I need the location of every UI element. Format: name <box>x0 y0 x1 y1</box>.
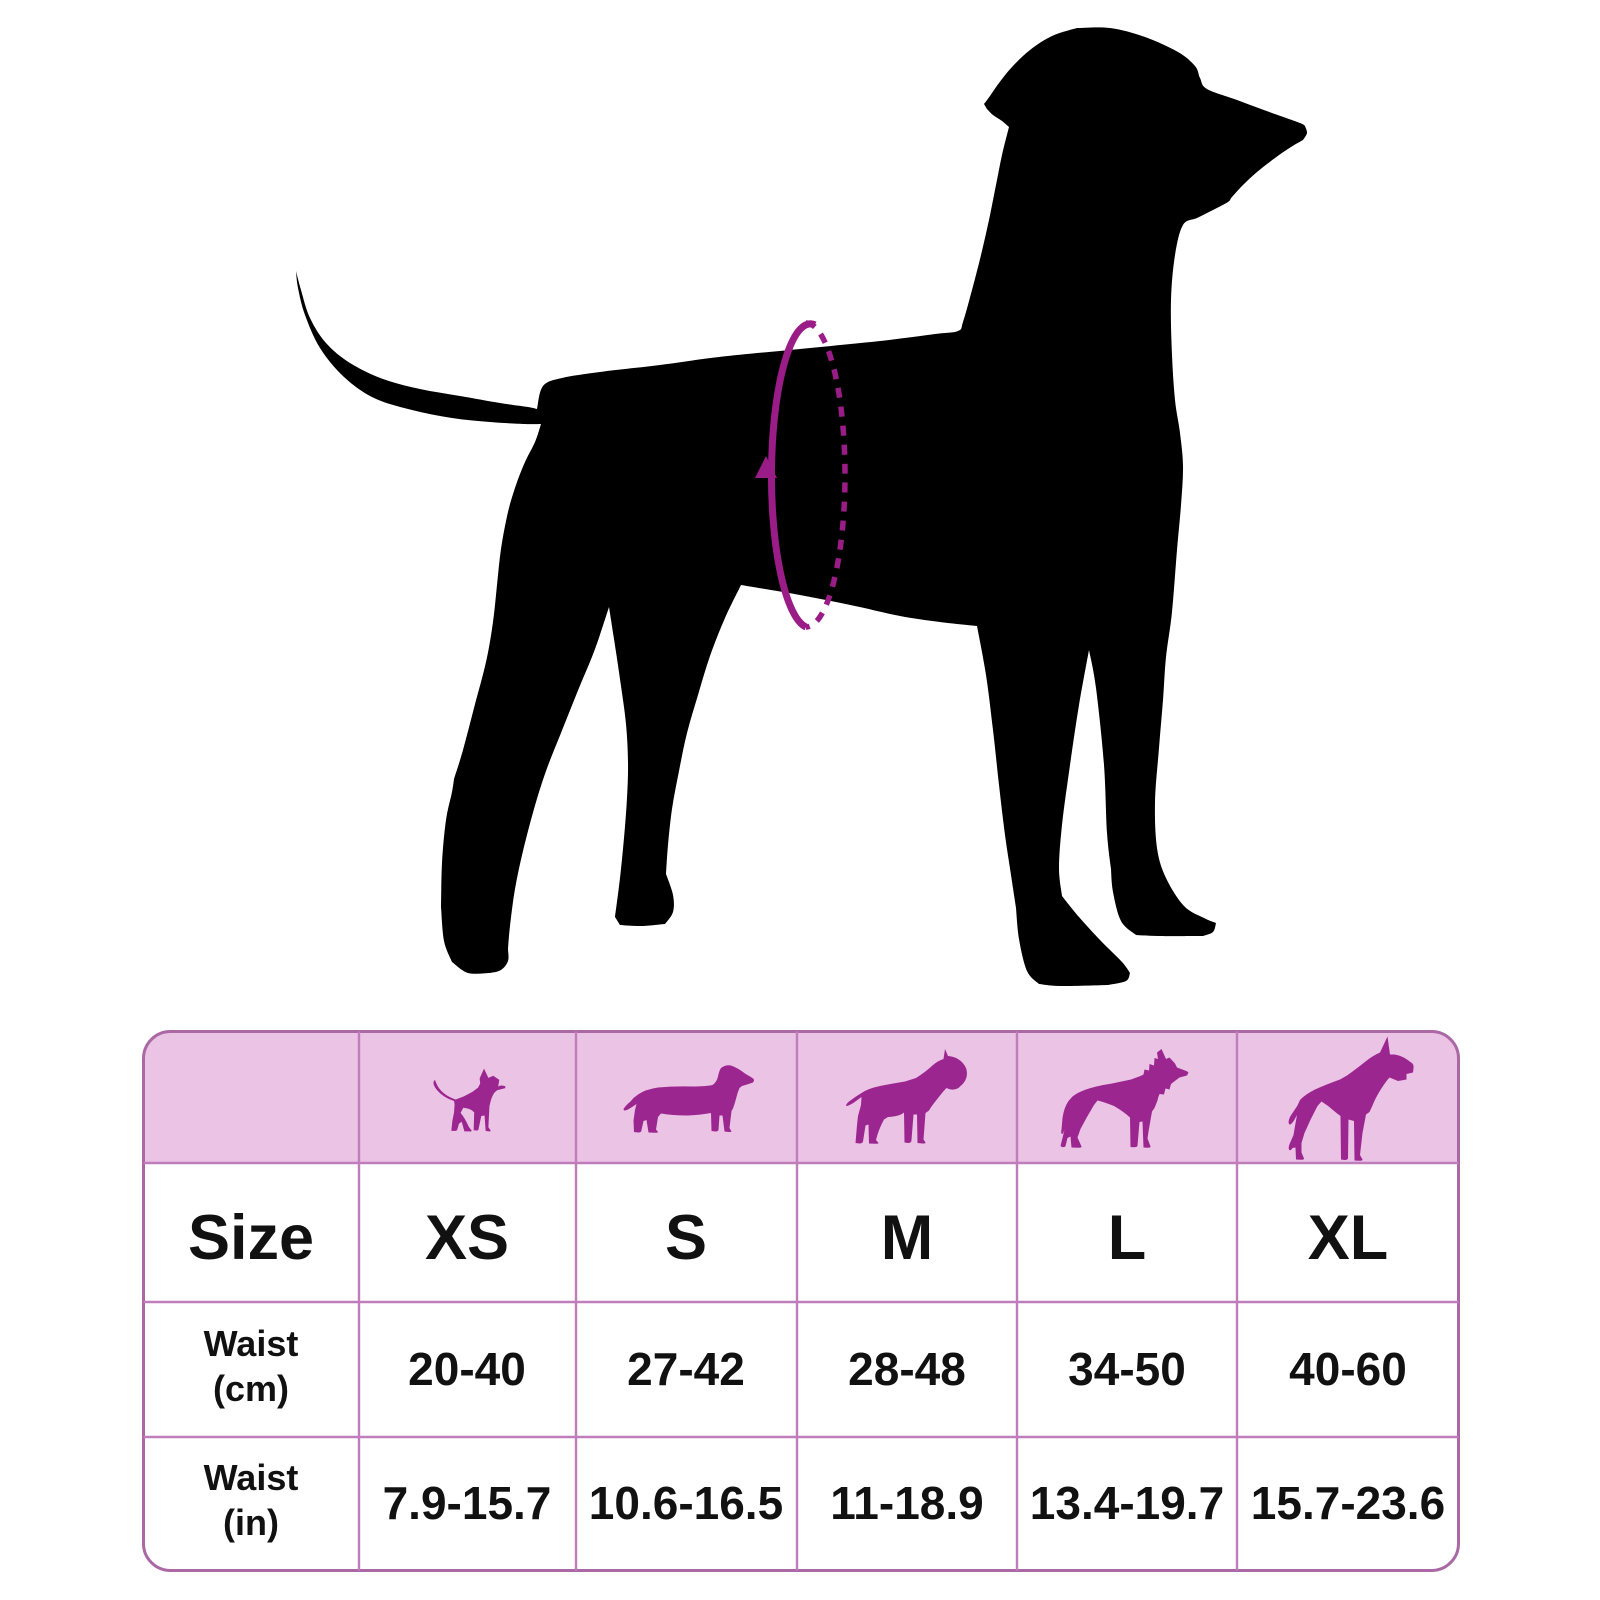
svg-text:11-18.9: 11-18.9 <box>830 1477 983 1529</box>
svg-text:S: S <box>665 1203 707 1273</box>
svg-text:10.6-16.5: 10.6-16.5 <box>589 1477 783 1529</box>
svg-text:20-40: 20-40 <box>408 1343 526 1395</box>
svg-text:40-60: 40-60 <box>1289 1343 1407 1395</box>
svg-text:34-50: 34-50 <box>1068 1343 1186 1395</box>
svg-text:(in): (in) <box>223 1502 279 1543</box>
svg-text:13.4-19.7: 13.4-19.7 <box>1030 1477 1224 1529</box>
svg-text:M: M <box>881 1203 933 1273</box>
svg-text:(cm): (cm) <box>213 1368 289 1409</box>
svg-text:28-48: 28-48 <box>848 1343 966 1395</box>
svg-text:27-42: 27-42 <box>627 1343 745 1395</box>
svg-text:XS: XS <box>425 1203 509 1273</box>
svg-text:Waist: Waist <box>204 1323 299 1364</box>
svg-text:7.9-15.7: 7.9-15.7 <box>383 1477 552 1529</box>
svg-text:Size: Size <box>188 1203 314 1273</box>
svg-text:XL: XL <box>1308 1203 1389 1273</box>
svg-text:L: L <box>1108 1203 1146 1273</box>
svg-text:15.7-23.6: 15.7-23.6 <box>1251 1477 1445 1529</box>
svg-text:Waist: Waist <box>204 1457 299 1498</box>
